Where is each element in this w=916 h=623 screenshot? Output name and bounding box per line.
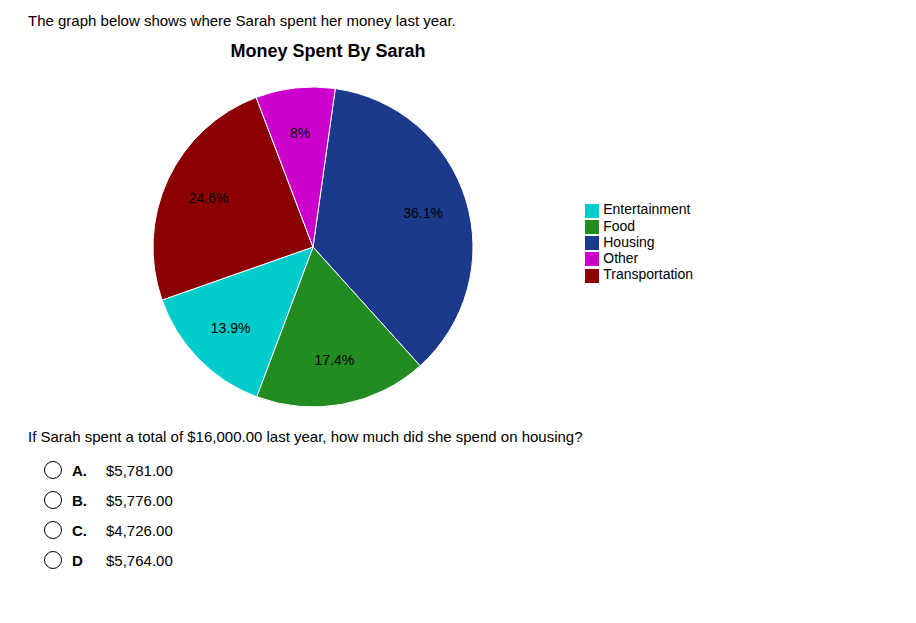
- html-text:$5,776.00: $5,776.00: [106, 491, 173, 509]
- html-text:Other: Other: [603, 250, 639, 267]
- html-text:The graph below shows where Sa: The graph below shows where Sarah spent …: [28, 12, 456, 29]
- html-text:Housing: Housing: [603, 233, 655, 250]
- html-text:A.: A.: [72, 461, 87, 479]
- svg-text:13.9%: 13.9%: [211, 320, 251, 336]
- html-text:$5,781.00: $5,781.00: [106, 461, 173, 479]
- svg-text:8%: 8%: [290, 125, 310, 141]
- html-text:If Sarah spent a total of $16,: If Sarah spent a total of $16,000.00 las…: [28, 428, 583, 445]
- html-text:Entertainment: Entertainment: [603, 201, 691, 218]
- html-text:$5,764.00: $5,764.00: [106, 551, 173, 569]
- html-text:B.: B.: [72, 491, 87, 509]
- svg-text:17.4%: 17.4%: [315, 352, 355, 368]
- svg-text:24.6%: 24.6%: [189, 190, 229, 206]
- html-text:Money Spent By Sarah: Money Spent By Sarah: [230, 41, 426, 61]
- html-text:Food: Food: [603, 217, 636, 234]
- html-text:$4,726.00: $4,726.00: [106, 521, 173, 539]
- html-text:Transportation: Transportation: [603, 266, 693, 283]
- html-text:D: D: [72, 551, 83, 569]
- svg-text:36.1%: 36.1%: [403, 205, 443, 221]
- html-text:C.: C.: [72, 521, 87, 539]
